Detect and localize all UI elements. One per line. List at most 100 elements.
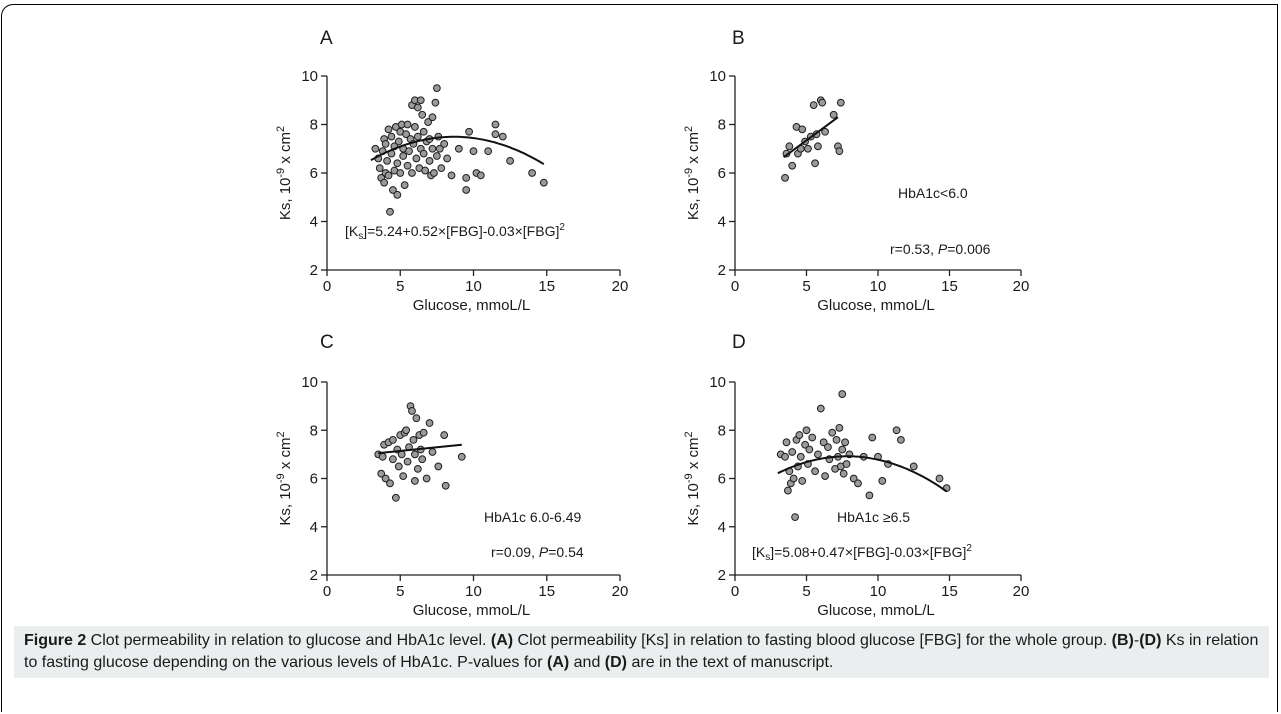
data-point [811,159,819,168]
x-tick-label: 15 [538,583,555,600]
annotation: HbA1c ≥6.5 [837,509,910,525]
data-point [801,440,809,449]
data-point [814,142,822,151]
data-point [430,169,438,177]
data-point [403,457,412,466]
data-point [462,186,471,194]
x-tick-label: 20 [612,278,629,295]
caption-lead: Clot permeability in relation to glucose… [86,632,491,649]
data-point [842,460,851,468]
data-point [804,144,812,153]
fit-line [378,443,462,455]
data-point [795,431,804,439]
data-point [377,469,386,478]
data-point [798,477,807,485]
data-point [435,144,444,153]
x-axis-label: Glucose, mmoL/L [817,297,935,314]
data-point [443,154,452,163]
data-point [440,431,449,439]
y-tick-label: 8 [718,117,726,134]
data-point [484,147,493,156]
data-point [909,462,918,471]
data-point [469,147,478,156]
data-point [403,120,412,129]
data-point [457,452,466,461]
panel-d: D 2 4 6 8 10 0 5 10 15 20 Glucose, mmoL/L Ks, 10-9 x… [683,332,1029,619]
data-point [892,426,901,435]
data-point [394,462,403,471]
caption-figure-label: Figure 2 [24,632,87,649]
data-point [839,469,848,478]
data-point [785,142,794,151]
y-tick-label: 4 [310,214,318,231]
data-point [821,472,829,480]
data-point [791,513,799,521]
y-tick-label: 2 [718,262,726,279]
caption-and-text: and [569,654,605,671]
annotation: HbA1c<6.0 [898,185,968,201]
data-point [418,455,427,464]
data-point [832,436,841,444]
panel-letter-d: D [732,332,746,353]
data-point [389,186,397,194]
data-point [836,98,845,107]
x-axis-label: Glucose, mmoL/L [817,602,935,619]
figure-caption: Figure 2 Clot permeability in relation t… [14,626,1269,678]
data-point [380,178,389,187]
data-point [386,207,394,216]
data-point [393,190,402,199]
y-tick-label: 4 [718,519,726,536]
data-point [421,166,430,175]
y-tick-label: 6 [718,471,726,488]
data-point [428,144,437,153]
y-tick-label: 10 [301,374,318,391]
caption-tag-d-2: (D) [604,654,628,671]
data-point [403,161,412,170]
data-point [781,452,789,461]
data-point [428,113,437,122]
caption-tag-d: (D) [1139,632,1162,649]
panel-b: B 2 4 6 8 10 0 5 10 15 20 Glucose, mmoL/L Ks, 10-9 x… [683,28,1029,314]
data-point [811,467,819,476]
x-tick-label: 10 [870,278,887,295]
x-tick-label: 10 [465,278,482,295]
data-point [454,144,463,153]
caption-tag-a-2: (A) [546,654,570,671]
panel-letter-b: B [732,28,745,49]
data-point [412,414,421,423]
data-point [418,110,427,119]
data-point [539,178,548,187]
data-point [818,98,827,107]
x-tick-label: 0 [323,583,331,600]
x-tick-label: 15 [538,278,555,295]
data-point [416,96,425,105]
y-tick-label: 2 [310,262,318,279]
data-point [878,477,887,485]
y-tick-label: 6 [310,165,318,182]
caption-a-text: Clot permeability [Ks] in relation to fa… [513,632,1112,649]
fit-curve [370,135,545,166]
data-point [789,474,798,483]
data-point [854,479,862,488]
data-point [434,462,443,471]
data-point [411,477,419,485]
data-point [935,474,944,483]
data-point [408,407,416,415]
fit-line [783,116,839,159]
data-point [399,472,408,480]
y-axis-label: Ks, 10-9 x cm2 [683,126,702,220]
x-tick-label: 0 [731,278,739,295]
x-tick-label: 20 [1013,278,1030,295]
data-point [378,452,387,461]
data-point [835,147,844,156]
data-point [371,144,380,153]
data-point [781,173,789,182]
data-point [796,452,805,461]
data-point [431,98,440,107]
figure-frame [1,4,1278,712]
data-point [824,443,832,452]
data-point [476,171,485,180]
data-point [814,450,822,459]
data-point [389,455,397,464]
data-point [447,171,456,180]
